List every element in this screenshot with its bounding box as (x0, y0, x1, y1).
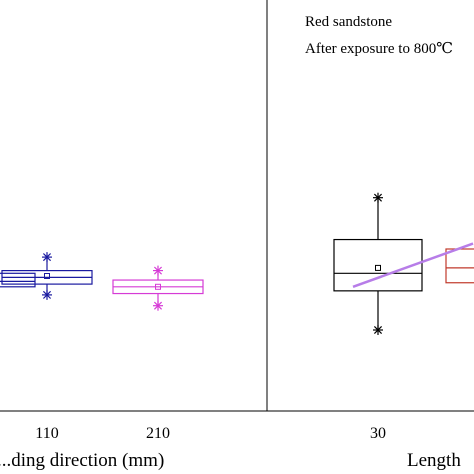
outlier-high-110-0 (42, 252, 52, 263)
mean-marker-30-1 (375, 264, 381, 271)
x-axis-title-right: Length (407, 450, 461, 471)
x-tick-label-210: 210 (146, 425, 170, 442)
mean-marker-110-0 (44, 273, 50, 279)
x-tick-label-30: 30 (370, 425, 386, 442)
box-50-1 (445, 248, 474, 284)
outlier-high-30-1 (373, 192, 383, 203)
outlier-low-30-1 (373, 325, 383, 335)
box-first-0 (0, 272, 36, 288)
plot-layer (0, 192, 474, 335)
x-axis-title-left: ...ding direction (mm) (0, 450, 164, 471)
outlier-low-110-0 (42, 289, 52, 300)
x-tick-label-110: 110 (35, 425, 58, 442)
mean-marker-210-0 (155, 283, 161, 290)
box-30-1 (333, 238, 423, 292)
trend-line (352, 242, 474, 288)
outlier-low-210-0 (153, 300, 163, 311)
annotation-material: Red sandstone (305, 14, 392, 30)
outlier-high-210-0 (153, 265, 163, 276)
annotation-exposure: After exposure to 800℃ (305, 41, 453, 57)
